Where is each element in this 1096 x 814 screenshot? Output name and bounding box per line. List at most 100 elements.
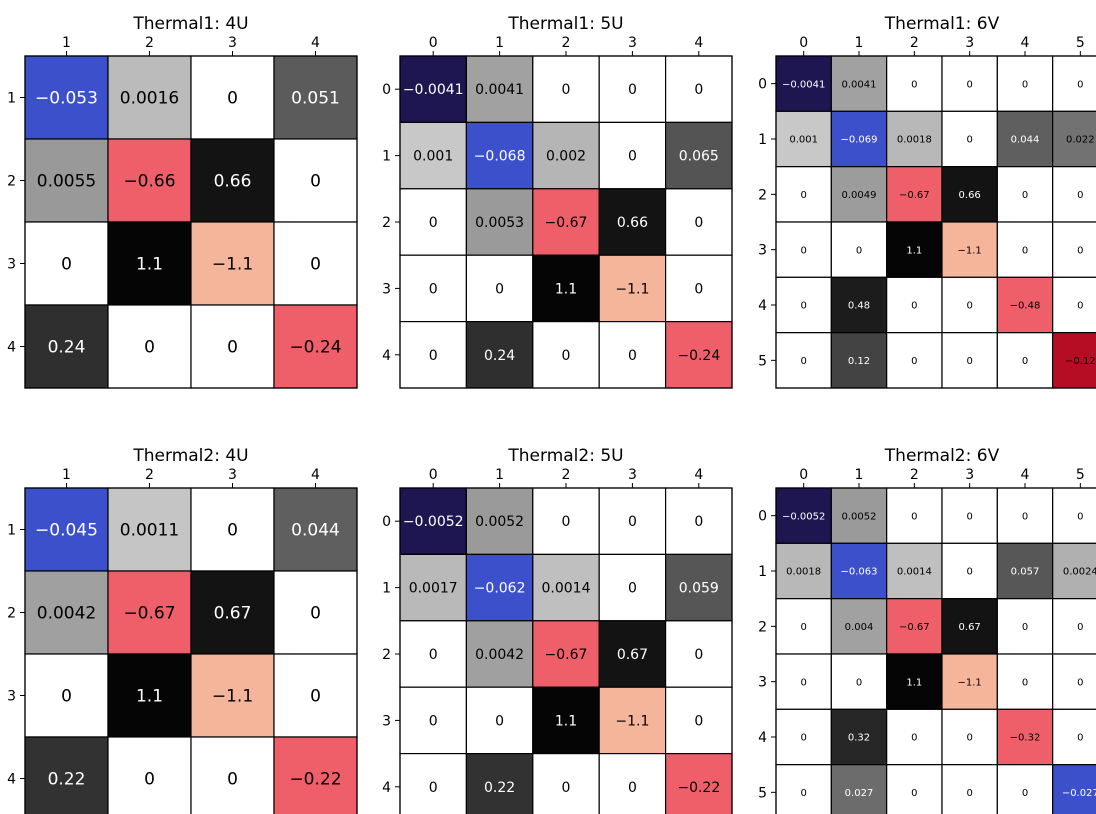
y-tick-label: 3 — [758, 243, 767, 259]
cell-value-label: 0 — [310, 255, 321, 275]
cell-value-label: 0 — [429, 348, 438, 364]
cell-value-label: 0.022 — [1066, 135, 1095, 146]
cell-value-label: 0.0041 — [842, 79, 877, 90]
cell-value-label: 0 — [1077, 622, 1083, 633]
cell-value-label: −0.12 — [1065, 356, 1096, 367]
heatmap-cell — [532, 487, 600, 556]
heatmap-cell — [830, 487, 888, 544]
cell-value-label: 0.065 — [679, 149, 719, 165]
cell-value-label: 1.1 — [136, 255, 163, 275]
cell-value-label: 0 — [1022, 788, 1028, 799]
heatmap-cell — [996, 110, 1054, 168]
heatmap-cell — [941, 110, 998, 168]
heatmap-cell — [598, 620, 667, 688]
cell-value-label: 0 — [429, 647, 438, 663]
y-tick-label: 5 — [758, 785, 767, 801]
cell-value-label: 0.0024 — [1063, 567, 1096, 578]
cell-value-label: 0 — [144, 338, 155, 358]
cell-value-label: 0 — [1077, 511, 1083, 522]
heatmap-cell — [1052, 598, 1096, 655]
cell-value-label: −1.1 — [615, 713, 649, 729]
x-tick-label: 2 — [145, 35, 154, 51]
x-tick-label: 3 — [965, 467, 974, 483]
heatmap-cell — [830, 55, 888, 112]
cell-value-label: −0.0041 — [403, 82, 464, 98]
cell-value-label: 0 — [694, 514, 703, 530]
y-tick-label: 3 — [382, 281, 391, 297]
cell-value-label: −0.48 — [1010, 301, 1041, 312]
cell-value-label: −0.24 — [289, 338, 341, 358]
cell-value-label: −0.67 — [899, 622, 930, 633]
chart-title: Thermal2: 5U — [507, 446, 623, 466]
heatmap-cell — [886, 110, 943, 168]
cell-value-label: 0 — [856, 677, 862, 688]
cell-value-label: 0 — [495, 281, 504, 297]
heatmap-cell — [996, 221, 1054, 278]
heatmap-cell — [996, 55, 1054, 112]
x-tick-label: 2 — [145, 467, 154, 483]
cell-value-label: 0 — [562, 82, 571, 98]
cell-value-label: 0 — [966, 135, 972, 146]
cell-value-label: 0.0014 — [897, 567, 932, 578]
cell-value-label: 0.001 — [413, 149, 453, 165]
heatmap-cell — [598, 553, 667, 622]
cell-value-label: −1.1 — [958, 677, 982, 688]
cell-value-label: 0 — [966, 567, 972, 578]
y-tick-label: 3 — [7, 257, 16, 273]
y-tick-label: 1 — [382, 149, 391, 165]
cell-value-label: 0.044 — [291, 521, 340, 541]
cell-value-label: 1.1 — [555, 281, 577, 297]
heatmap-cell — [399, 254, 468, 323]
heatmap-cell — [886, 708, 943, 766]
panel-frame — [775, 55, 1096, 389]
cell-value-label: 0 — [800, 733, 806, 744]
heatmap-cell — [1052, 221, 1096, 278]
cell-value-label: 0 — [429, 281, 438, 297]
cell-value-label: 0.059 — [679, 581, 719, 597]
cell-value-label: −0.67 — [545, 647, 588, 663]
panel-frame — [24, 55, 358, 389]
cell-value-label: 0 — [1022, 677, 1028, 688]
heatmap-cell — [996, 166, 1054, 223]
heatmap-cell — [399, 321, 468, 389]
cell-value-label: −1.1 — [615, 281, 649, 297]
cell-value-label: 0 — [856, 245, 862, 256]
y-tick-label: 1 — [758, 564, 767, 580]
heatmap-cell — [399, 686, 468, 755]
heatmap-cell — [664, 188, 733, 256]
y-tick-label: 1 — [382, 581, 391, 597]
cell-value-label: 0.0041 — [475, 82, 524, 98]
heatmap-cell — [996, 487, 1054, 544]
x-tick-label: 4 — [694, 35, 703, 51]
cell-value-label: 0 — [800, 190, 806, 201]
x-tick-label: 2 — [562, 467, 571, 483]
cell-value-label: −0.045 — [35, 521, 98, 541]
x-tick-label: 1 — [855, 35, 864, 51]
cell-value-label: 0.22 — [484, 780, 515, 796]
heatmap-cell — [775, 487, 832, 544]
heatmap-cell — [107, 570, 192, 655]
cell-value-label: 0.001 — [789, 135, 818, 146]
heatmap-cell — [598, 321, 667, 389]
cell-value-label: 0 — [966, 788, 972, 799]
x-tick-label: 3 — [228, 467, 237, 483]
heatmap-cell — [24, 736, 109, 814]
x-tick-label: 4 — [1021, 35, 1030, 51]
cell-value-label: 0 — [227, 89, 238, 109]
cell-value-label: 0 — [1077, 245, 1083, 256]
cell-value-label: 0.044 — [1011, 135, 1040, 146]
cell-value-label: 1.1 — [555, 713, 577, 729]
heatmap-cell — [465, 55, 534, 124]
heatmap-cell — [664, 620, 733, 688]
heatmap-cell — [190, 736, 275, 814]
cell-value-label: 0.67 — [214, 604, 252, 624]
heatmap-cell — [775, 653, 832, 710]
heatmap-cell — [664, 254, 733, 323]
cell-value-label: −0.062 — [474, 581, 526, 597]
heatmap-cell — [941, 653, 998, 710]
y-tick-label: 1 — [758, 132, 767, 148]
heatmap-cell — [24, 570, 109, 655]
cell-value-label: 0 — [429, 780, 438, 796]
heatmap-cell — [1052, 542, 1096, 600]
cell-value-label: −0.66 — [123, 172, 175, 192]
